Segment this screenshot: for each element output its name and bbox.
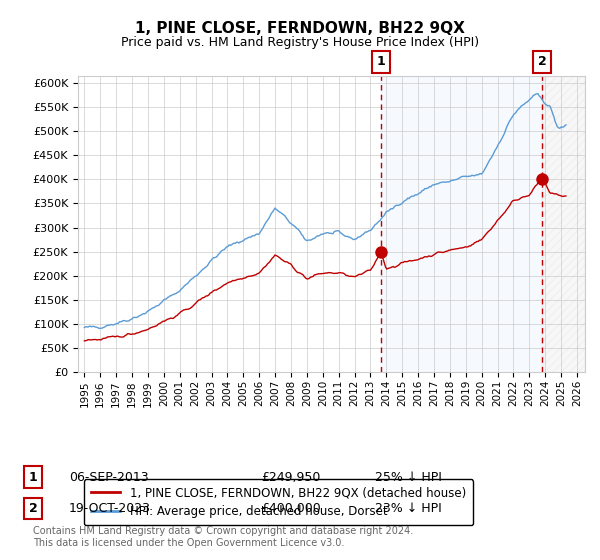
Text: 1: 1 <box>29 470 37 484</box>
Text: 2: 2 <box>538 55 547 68</box>
Text: £249,950: £249,950 <box>261 470 320 484</box>
Text: 23% ↓ HPI: 23% ↓ HPI <box>375 502 442 515</box>
Text: Price paid vs. HM Land Registry's House Price Index (HPI): Price paid vs. HM Land Registry's House … <box>121 36 479 49</box>
Text: £400,000: £400,000 <box>261 502 321 515</box>
Legend: 1, PINE CLOSE, FERNDOWN, BH22 9QX (detached house), HPI: Average price, detached: 1, PINE CLOSE, FERNDOWN, BH22 9QX (detac… <box>84 479 473 525</box>
Text: 2: 2 <box>29 502 37 515</box>
Text: 19-OCT-2023: 19-OCT-2023 <box>69 502 151 515</box>
Text: Contains HM Land Registry data © Crown copyright and database right 2024.
This d: Contains HM Land Registry data © Crown c… <box>33 526 413 548</box>
Bar <box>381 76 542 372</box>
Text: 1, PINE CLOSE, FERNDOWN, BH22 9QX: 1, PINE CLOSE, FERNDOWN, BH22 9QX <box>135 21 465 36</box>
Text: 1: 1 <box>377 55 386 68</box>
Bar <box>542 76 585 372</box>
Text: 25% ↓ HPI: 25% ↓ HPI <box>375 470 442 484</box>
Text: 06-SEP-2013: 06-SEP-2013 <box>69 470 149 484</box>
